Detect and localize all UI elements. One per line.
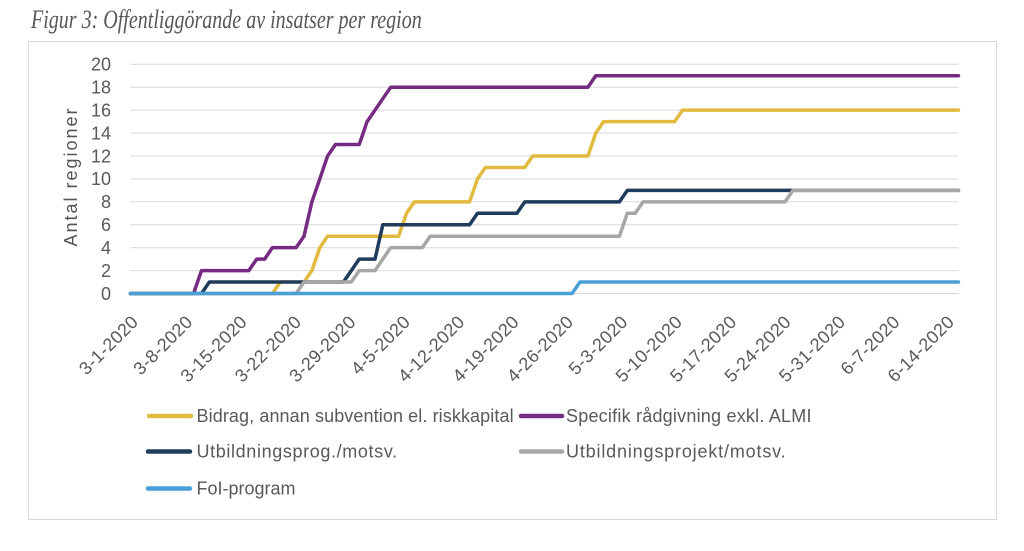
svg-text:0: 0 xyxy=(101,284,111,304)
svg-text:Specifik rådgivning exkl. ALMI: Specifik rådgivning exkl. ALMI xyxy=(566,406,812,426)
svg-text:Utbildningsprojekt/motsv.: Utbildningsprojekt/motsv. xyxy=(566,442,787,462)
svg-text:18: 18 xyxy=(91,78,111,98)
svg-text:12: 12 xyxy=(91,146,111,166)
svg-text:8: 8 xyxy=(101,192,111,212)
svg-text:3-1-2020: 3-1-2020 xyxy=(75,312,142,379)
svg-text:4: 4 xyxy=(101,238,111,258)
svg-text:14: 14 xyxy=(91,123,111,143)
svg-text:Antal regioner: Antal regioner xyxy=(61,106,81,246)
svg-text:16: 16 xyxy=(91,100,111,120)
svg-text:20: 20 xyxy=(91,55,111,75)
svg-text:6: 6 xyxy=(101,215,111,235)
svg-text:Bidrag, annan subvention el. r: Bidrag, annan subvention el. riskkapital xyxy=(197,406,514,426)
svg-text:2: 2 xyxy=(101,261,111,281)
svg-text:FoI-program: FoI-program xyxy=(197,479,296,499)
svg-text:Utbildningsprog./motsv.: Utbildningsprog./motsv. xyxy=(197,442,398,462)
svg-text:10: 10 xyxy=(91,169,111,189)
